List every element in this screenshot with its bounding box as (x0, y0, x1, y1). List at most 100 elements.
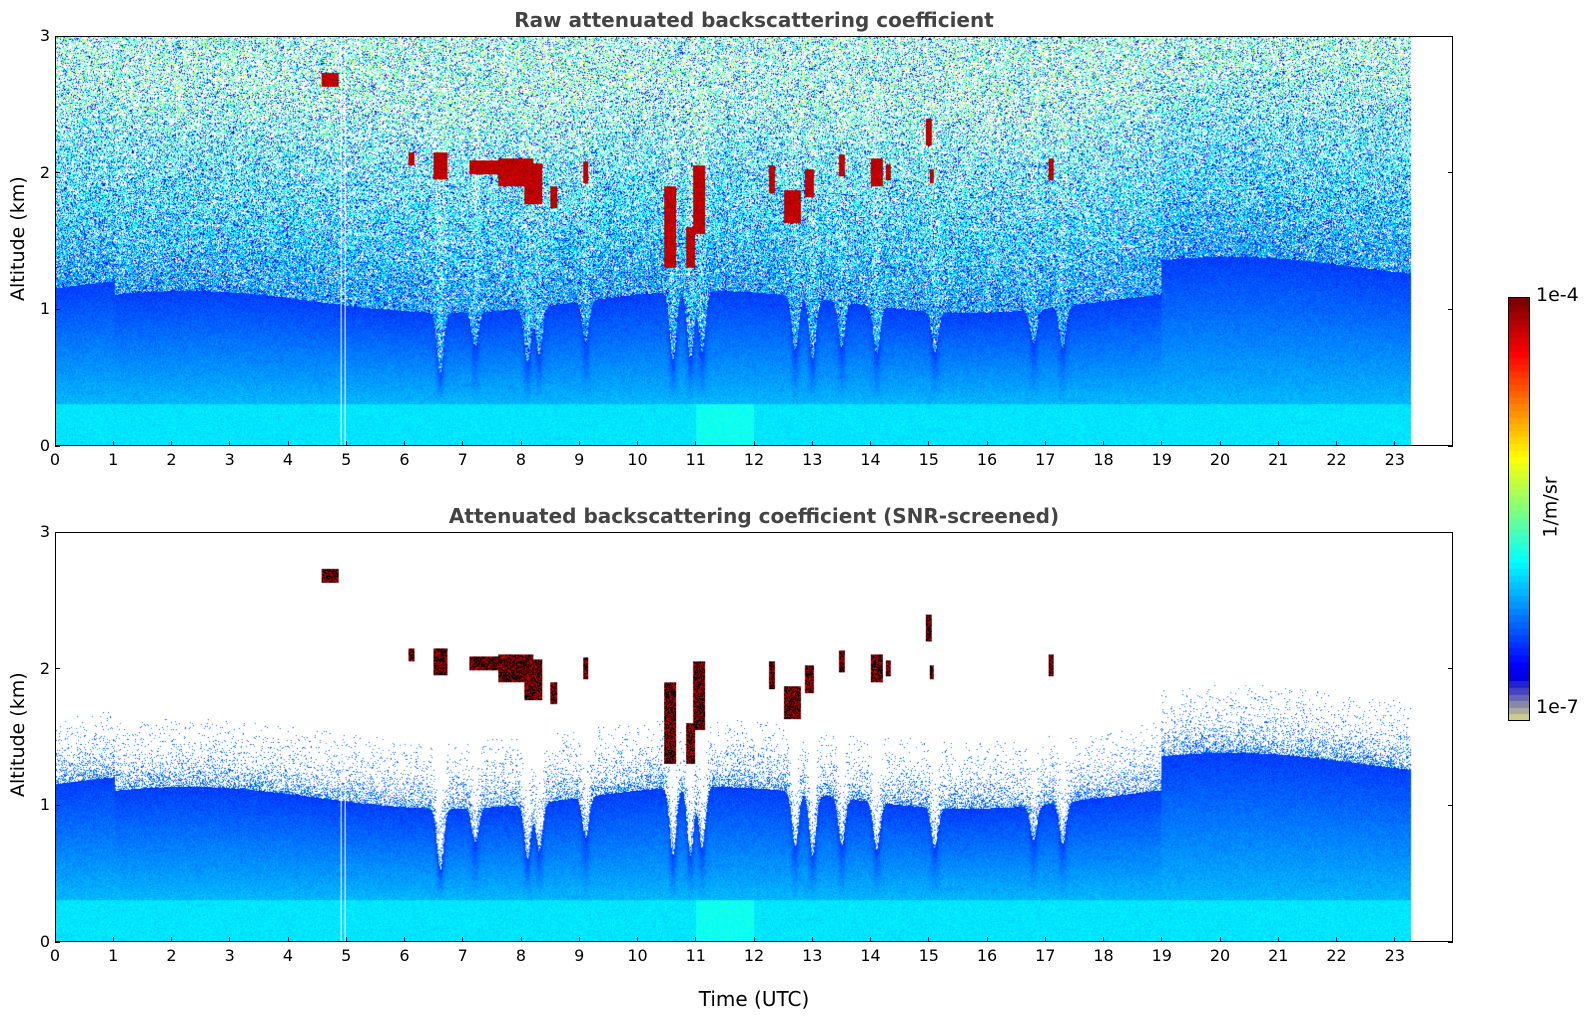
x-tick-label: 15 (918, 450, 939, 469)
x-tick-mark (811, 937, 813, 942)
x-tick-mark (1277, 441, 1279, 446)
x-tick-mark (1394, 441, 1396, 446)
x-tick-label: 13 (802, 946, 823, 965)
x-tick-mark (986, 937, 988, 942)
panel1-y-axis-label: Altitude (km) (7, 176, 29, 301)
colorbar-min-label: 1e-7 (1536, 696, 1579, 718)
y-tick-label: 3 (39, 26, 50, 45)
x-tick-label: 9 (574, 450, 585, 469)
x-tick-label: 22 (1326, 450, 1347, 469)
colorbar-unit-label: 1/m/sr (1539, 476, 1562, 538)
x-tick-mark (1044, 441, 1046, 446)
x-tick-mark (462, 937, 464, 942)
x-tick-mark (1161, 441, 1163, 446)
x-tick-label: 19 (1151, 450, 1172, 469)
x-tick-label: 22 (1326, 946, 1347, 965)
x-tick-label: 7 (457, 450, 468, 469)
y-tick-mark (1448, 531, 1453, 533)
x-tick-label: 15 (918, 946, 939, 965)
x-tick-label: 16 (976, 450, 998, 469)
y-tick-mark (55, 172, 60, 174)
x-tick-mark (870, 937, 871, 942)
y-tick-mark (1448, 172, 1453, 174)
x-tick-label: 7 (457, 946, 468, 965)
x-tick-mark (229, 441, 231, 446)
x-tick-mark (637, 937, 638, 942)
colorbar-max-label: 1e-4 (1536, 284, 1579, 306)
x-tick-mark (462, 441, 464, 446)
x-tick-label: 20 (1209, 946, 1231, 965)
x-tick-label: 3 (224, 450, 235, 469)
x-tick-label: 6 (399, 946, 410, 965)
x-tick-mark (1044, 937, 1046, 942)
x-tick-mark (345, 441, 347, 446)
x-tick-label: 8 (515, 946, 527, 965)
colorbar (1508, 297, 1530, 721)
x-tick-label: 21 (1268, 450, 1289, 469)
x-tick-mark (404, 441, 405, 446)
x-tick-mark (520, 441, 522, 446)
y-tick-mark (55, 668, 60, 670)
y-tick-label: 0 (39, 932, 50, 951)
x-tick-mark (1394, 937, 1396, 942)
y-tick-label: 2 (39, 658, 50, 678)
x-tick-label: 14 (860, 450, 881, 469)
x-tick-mark (928, 937, 930, 942)
x-tick-mark (753, 441, 755, 446)
y-tick-mark (1448, 445, 1453, 447)
x-tick-label: 16 (976, 946, 998, 965)
x-tick-mark (1336, 937, 1337, 942)
colorbar-gradient (1509, 298, 1529, 720)
y-tick-mark (1448, 308, 1453, 310)
x-tick-label: 10 (627, 946, 648, 965)
x-tick-mark (1277, 937, 1279, 942)
x-tick-label: 11 (685, 946, 706, 965)
x-tick-mark (1161, 937, 1163, 942)
panel1-title: Raw attenuated backscattering coefficien… (514, 8, 994, 32)
x-tick-mark (171, 937, 172, 942)
x-tick-mark (54, 937, 56, 942)
x-tick-mark (753, 937, 755, 942)
x-tick-label: 18 (1093, 450, 1114, 469)
panel1-heatmap (56, 37, 1452, 445)
x-tick-label: 18 (1093, 946, 1114, 965)
y-tick-mark (55, 445, 60, 447)
y-tick-label: 2 (39, 162, 50, 182)
x-tick-label: 17 (1035, 946, 1056, 965)
x-tick-label: 11 (685, 450, 706, 469)
x-tick-mark (928, 441, 930, 446)
x-tick-label: 4 (282, 450, 294, 469)
x-tick-label: 5 (341, 450, 352, 469)
x-tick-label: 19 (1151, 946, 1172, 965)
y-tick-label: 3 (39, 522, 50, 541)
x-tick-label: 1 (108, 946, 119, 965)
panel1-plot-area (55, 36, 1453, 446)
x-tick-mark (520, 937, 522, 942)
y-tick-mark (1448, 804, 1453, 806)
x-tick-label: 14 (860, 946, 881, 965)
x-tick-mark (695, 441, 697, 446)
x-tick-mark (404, 937, 405, 942)
x-tick-label: 0 (49, 450, 61, 469)
x-tick-mark (986, 441, 988, 446)
y-tick-mark (55, 35, 60, 37)
x-tick-label: 20 (1209, 450, 1231, 469)
x-tick-label: 3 (224, 946, 235, 965)
x-tick-mark (695, 937, 697, 942)
x-tick-mark (112, 441, 114, 446)
x-tick-mark (1103, 441, 1104, 446)
y-tick-label: 0 (39, 436, 50, 455)
x-tick-mark (171, 441, 172, 446)
y-tick-label: 1 (39, 795, 50, 815)
panel2-heatmap (56, 533, 1452, 941)
x-tick-label: 23 (1384, 450, 1405, 469)
x-tick-label: 12 (743, 450, 765, 469)
x-tick-label: 12 (743, 946, 765, 965)
x-tick-mark (870, 441, 871, 446)
x-tick-label: 5 (341, 946, 352, 965)
x-tick-mark (229, 937, 231, 942)
panel2-plot-area (55, 532, 1453, 942)
x-tick-mark (345, 937, 347, 942)
x-tick-label: 4 (282, 946, 294, 965)
x-tick-mark (811, 441, 813, 446)
